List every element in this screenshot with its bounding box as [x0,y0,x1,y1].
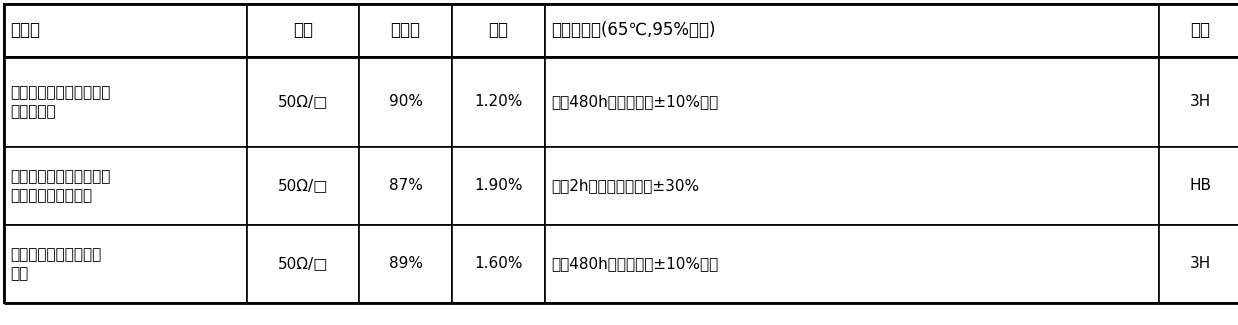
Text: 87%: 87% [389,178,422,193]
Text: 50Ω/□: 50Ω/□ [277,95,328,110]
Text: 本发明导电膜（一步法，
无保护层）: 本发明导电膜（一步法， 无保护层） [10,85,110,119]
Bar [545,225,1159,303]
Text: 90%: 90% [389,95,422,110]
Text: 1.90%: 1.90% [474,178,522,193]
Bar [452,57,545,147]
Text: 雾度: 雾度 [489,21,509,40]
Text: 3H: 3H [1190,95,1211,110]
Bar [1159,147,1238,225]
Text: 透过率: 透过率 [390,21,421,40]
Bar [452,4,545,57]
Text: 50Ω/□: 50Ω/□ [277,256,328,271]
Text: 未改进涂布液配方一步法
导电膜（无保护层）: 未改进涂布液配方一步法 导电膜（无保护层） [10,169,110,203]
Bar [359,57,452,147]
Text: 放置480h，方阻变化±10%以内: 放置480h，方阻变化±10%以内 [551,256,718,271]
Bar [545,147,1159,225]
Bar [248,57,359,147]
Text: 50Ω/□: 50Ω/□ [277,178,328,193]
Bar [4,4,248,57]
Bar [545,4,1159,57]
Bar [452,225,545,303]
Text: 放置480h，方阻变化±10%以内: 放置480h，方阻变化±10%以内 [551,95,718,110]
Bar [1159,4,1238,57]
Bar [545,57,1159,147]
Text: 3H: 3H [1190,256,1211,271]
Text: HB: HB [1190,178,1212,193]
Bar [248,147,359,225]
Text: 两步法导电膜（有保护
层）: 两步法导电膜（有保护 层） [10,247,102,281]
Text: 1.60%: 1.60% [474,256,522,271]
Bar [359,225,452,303]
Text: 方阻: 方阻 [293,21,313,40]
Text: 高温高湿箱(65℃,95%湿度): 高温高湿箱(65℃,95%湿度) [551,21,716,40]
Text: 导电膜: 导电膜 [10,21,40,40]
Bar [359,4,452,57]
Text: 89%: 89% [389,256,422,271]
Bar [1159,57,1238,147]
Text: 硬度: 硬度 [1191,21,1211,40]
Text: 放置2h，方阻变化大于±30%: 放置2h，方阻变化大于±30% [551,178,699,193]
Bar [248,225,359,303]
Bar [452,147,545,225]
Text: 1.20%: 1.20% [474,95,522,110]
Bar [4,147,248,225]
Bar [359,147,452,225]
Bar [1159,225,1238,303]
Bar [4,57,248,147]
Bar [248,4,359,57]
Bar [4,225,248,303]
